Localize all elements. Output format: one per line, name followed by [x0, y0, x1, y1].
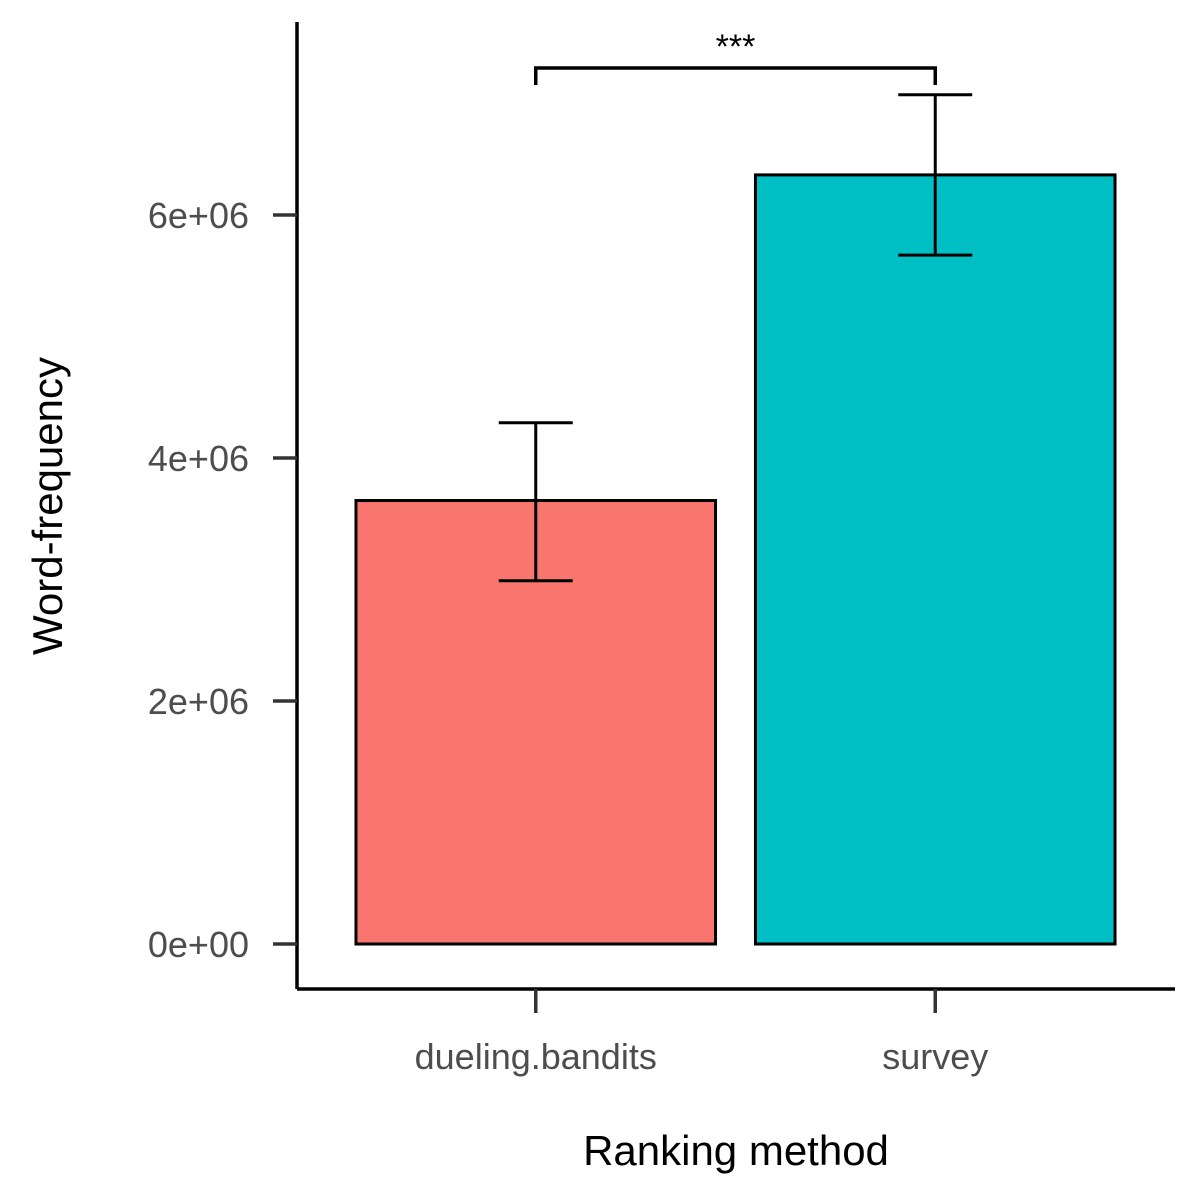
y-tick-label: 0e+00	[148, 924, 249, 965]
y-tick-label: 6e+06	[148, 195, 249, 236]
y-tick-label: 4e+06	[148, 438, 249, 479]
significance-bracket: ***	[534, 28, 937, 85]
x-ticks: dueling.bandits survey	[415, 989, 988, 1077]
y-ticks: 0e+00 2e+06 4e+06 6e+06	[148, 195, 297, 965]
significance-label: ***	[716, 28, 756, 66]
bar-survey	[753, 173, 1117, 946]
y-axis-title: Word-frequency	[24, 357, 71, 655]
chart-axes	[295, 22, 1175, 991]
x-tick-label: survey	[882, 1036, 988, 1077]
y-tick-label: 2e+06	[148, 681, 249, 722]
significance-line	[534, 66, 937, 85]
error-bar-survey	[898, 93, 973, 257]
chart-marks	[354, 93, 1117, 946]
error-bar-dueling-bandits	[498, 421, 573, 583]
x-tick-label: dueling.bandits	[415, 1036, 657, 1077]
x-axis-title: Ranking method	[583, 1127, 889, 1174]
